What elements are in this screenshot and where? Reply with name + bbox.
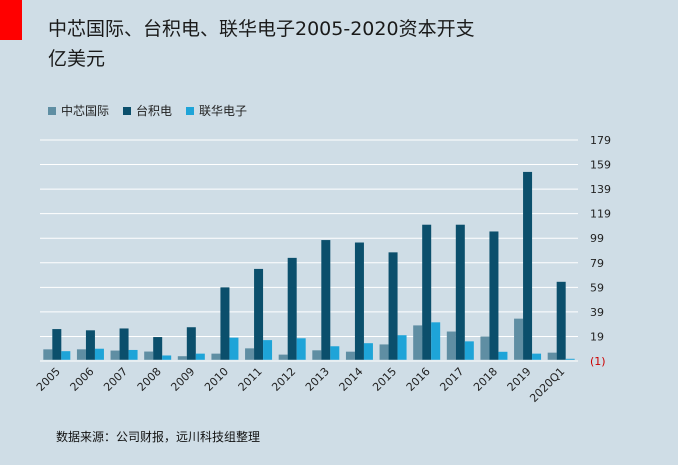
bar-umc — [565, 358, 575, 360]
bar-umc — [296, 338, 306, 360]
bar-umc — [397, 335, 407, 360]
bar-umc — [263, 340, 273, 360]
y-tick-label: (1) — [590, 355, 606, 368]
bar-tsmc — [153, 337, 163, 360]
bar-smic — [413, 325, 423, 360]
bar-smic — [43, 349, 53, 360]
chart-title: 中芯国际、台积电、联华电子2005-2020资本开支 亿美元 — [48, 14, 488, 74]
bar-smic — [480, 336, 490, 360]
x-tick-label: 2016 — [404, 365, 433, 394]
legend-label-umc: 联华电子 — [199, 104, 248, 118]
x-tick-label: 2011 — [236, 365, 265, 394]
x-tick-label: 2009 — [168, 365, 197, 394]
bar-tsmc — [489, 231, 499, 360]
x-tick-label: 2010 — [202, 365, 231, 394]
y-tick-label: 139 — [590, 183, 611, 196]
source-note: 数据来源：公司财报，远川科技组整理 — [56, 430, 261, 444]
y-tick-label: 179 — [590, 134, 611, 147]
bar-tsmc — [254, 268, 264, 360]
accent-bar — [0, 0, 22, 40]
legend-label-tsmc: 台积电 — [136, 104, 173, 118]
bar-tsmc — [523, 171, 533, 360]
x-tick-label: 2008 — [135, 365, 164, 394]
title-line-1: 中芯国际、台积电、联华电子2005-2020资本开支 — [48, 18, 475, 40]
bar-smic — [547, 352, 557, 360]
legend-swatch-smic — [48, 106, 56, 115]
bar-smic — [245, 348, 255, 360]
y-tick-label: 59 — [590, 281, 604, 294]
y-tick-label: 19 — [590, 330, 604, 343]
legend-item-smic: 中芯国际 — [48, 102, 109, 119]
bar-umc — [195, 353, 205, 360]
bar-smic — [177, 356, 187, 360]
x-tick-label: 2017 — [437, 365, 466, 394]
y-tick-label: 39 — [590, 306, 604, 319]
bar-tsmc — [556, 281, 566, 360]
y-tick-label: 119 — [590, 208, 611, 221]
bar-smic — [144, 351, 154, 360]
bar-smic — [379, 344, 389, 360]
bar-tsmc — [455, 224, 465, 360]
legend-swatch-umc — [186, 106, 195, 115]
x-tick-label: 2005 — [34, 365, 63, 394]
bar-tsmc — [354, 242, 364, 360]
x-tick-label: 2012 — [269, 365, 298, 394]
legend: 中芯国际 台积电 联华电子 — [48, 102, 247, 119]
x-tick-label: 2018 — [471, 365, 500, 394]
y-tick-label: 159 — [590, 159, 611, 172]
x-tick-label: 2013 — [303, 365, 332, 394]
bar-umc — [363, 343, 373, 360]
bar-smic — [110, 350, 120, 360]
bar-umc — [61, 351, 71, 360]
x-tick-label: 2019 — [505, 365, 534, 394]
bar-umc — [94, 348, 104, 360]
bar-tsmc — [388, 252, 398, 360]
bar-tsmc — [321, 240, 331, 360]
x-tick-label: 2015 — [370, 365, 399, 394]
bar-umc — [464, 341, 474, 360]
bar-umc — [162, 355, 172, 360]
bar-smic — [312, 350, 322, 360]
bar-smic — [446, 331, 456, 360]
x-tick-label: 2020Q1 — [527, 365, 567, 405]
bar-tsmc — [119, 328, 129, 360]
bar-smic — [514, 318, 524, 360]
legend-item-tsmc: 台积电 — [123, 102, 172, 119]
legend-item-umc: 联华电子 — [186, 102, 247, 119]
bar-tsmc — [287, 257, 297, 360]
y-tick-label: 79 — [590, 257, 604, 270]
y-tick-label: 99 — [590, 232, 604, 245]
bar-umc — [229, 337, 239, 360]
bar-umc — [431, 322, 441, 360]
bar-tsmc — [52, 329, 62, 360]
bar-tsmc — [422, 224, 432, 360]
bar-umc — [532, 353, 542, 360]
bar-umc — [498, 351, 508, 360]
bar-tsmc — [85, 330, 95, 360]
bar-smic — [76, 349, 86, 360]
bar-tsmc — [186, 327, 196, 360]
legend-swatch-tsmc — [123, 106, 132, 115]
bar-smic — [211, 353, 221, 360]
x-tick-label: 2007 — [101, 365, 130, 394]
legend-label-smic: 中芯国际 — [61, 104, 110, 118]
bar-smic — [278, 354, 288, 360]
bar-umc — [128, 349, 138, 360]
x-tick-label: 2006 — [68, 365, 97, 394]
bar-umc — [330, 346, 340, 360]
x-tick-label: 2014 — [337, 365, 366, 394]
title-line-2: 亿美元 — [48, 48, 106, 70]
bar-smic — [345, 351, 355, 360]
bar-tsmc — [220, 287, 230, 360]
